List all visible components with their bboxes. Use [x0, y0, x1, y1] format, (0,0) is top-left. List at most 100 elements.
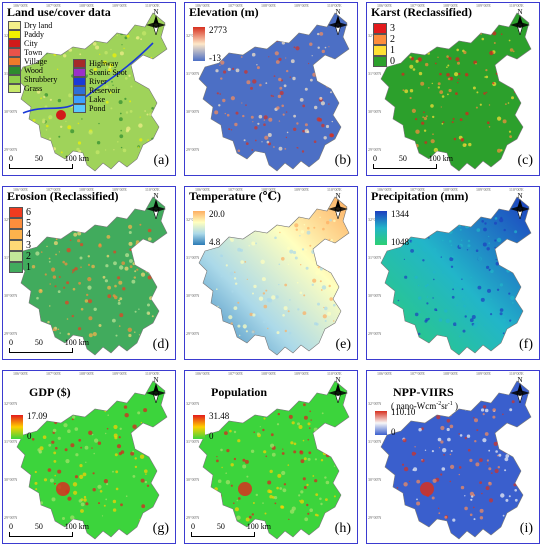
- legend-swatch: [8, 30, 21, 39]
- longitude-tick-label: 106°00'E: [195, 371, 210, 376]
- panel-title: Population: [211, 385, 268, 399]
- panel-letter: (d): [152, 337, 169, 352]
- north-arrow-icon: N: [327, 375, 349, 405]
- longitude-tick-label: 107°00'E: [410, 187, 425, 192]
- legend-label: 5: [26, 218, 31, 229]
- map-panel-c: 106°00'E 107°00'E 108°00'E 109°00'E 110°00'E…: [366, 2, 540, 176]
- north-arrow-icon: N: [509, 191, 531, 221]
- urban-hotspot: [56, 482, 70, 496]
- longitude-tick-label: 110°00'E: [509, 3, 524, 8]
- longitude-tick-label: 107°00'E: [46, 187, 61, 192]
- scale-bar: 0 50 100 km: [373, 154, 453, 169]
- panel-letter: (f): [519, 337, 533, 352]
- region-map: [380, 380, 532, 540]
- latitude-tick-label: 29°00'N: [186, 147, 200, 152]
- map-panel-i: 106°00'E 107°00'E 108°00'E 109°00'E 110°00'E…: [366, 370, 540, 544]
- legend-label: Town: [24, 48, 43, 57]
- panel-letter: (h): [334, 521, 351, 536]
- north-arrow-icon: N: [145, 7, 167, 37]
- ramp-min-label: 0: [209, 431, 214, 441]
- scale-tick-label: 0: [9, 522, 13, 531]
- north-arrow-icon: N: [509, 375, 531, 405]
- legend-swatch: [373, 45, 387, 56]
- map-panel-d: 106°00'E 107°00'E 108°00'E 109°00'E 110°00'E…: [2, 186, 176, 360]
- legend-swatch: [9, 240, 23, 251]
- ramp-min-label: 1048: [391, 237, 409, 247]
- legend-label: 3: [26, 240, 31, 251]
- longitude-tick-label: 108°00'E: [79, 3, 94, 8]
- scale-tick-label: 50: [34, 522, 43, 531]
- legend-swatch: [9, 218, 23, 229]
- panel-letter: (a): [153, 153, 169, 168]
- panel-title: Karst (Reclassified): [371, 5, 472, 19]
- scale-tick-label: 0: [9, 154, 13, 163]
- region-boundary: [198, 12, 350, 172]
- scale-tick-label: 50: [34, 338, 43, 347]
- longitude-tick-label: 106°00'E: [195, 3, 210, 8]
- scale-tick-label: 50: [398, 154, 407, 163]
- scale-tick-label: 100 km: [428, 154, 453, 163]
- region-boundary: [16, 380, 168, 540]
- svg-text:N: N: [153, 192, 158, 200]
- longitude-tick-label: 110°00'E: [145, 3, 160, 8]
- longitude-tick-label: 109°00'E: [112, 3, 127, 8]
- legend-item: 1: [373, 45, 395, 56]
- longitude-tick-label: 108°00'E: [261, 187, 276, 192]
- legend-item: 3: [9, 240, 31, 251]
- north-arrow-icon: N: [509, 7, 531, 37]
- svg-text:N: N: [153, 8, 158, 16]
- color-ramp: [193, 415, 205, 439]
- latitude-tick-label: 32°00'N: [186, 401, 200, 406]
- longitude-tick-label: 110°00'E: [145, 187, 160, 192]
- legend-label: River: [89, 77, 107, 86]
- latitude-tick-label: 31°00'N: [368, 71, 382, 76]
- legend-label: 3: [390, 23, 395, 34]
- panel-letter: (g): [152, 521, 169, 536]
- legend-swatch: [373, 23, 387, 34]
- svg-text:N: N: [517, 8, 522, 16]
- scale-tick-label: 50: [216, 522, 225, 531]
- map-panel-e: 106°00'E 107°00'E 108°00'E 109°00'E 110°00'E…: [184, 186, 358, 360]
- longitude-tick-label: 107°00'E: [46, 3, 61, 8]
- longitude-tick-label: 110°00'E: [509, 187, 524, 192]
- legend-label: Dry land: [24, 21, 53, 30]
- latitude-tick-label: 29°00'N: [4, 147, 18, 152]
- panel-letter: (e): [335, 337, 351, 352]
- longitude-tick-label: 106°00'E: [13, 371, 28, 376]
- latitude-tick-label: 29°00'N: [368, 147, 382, 152]
- longitude-tick-label: 108°00'E: [79, 187, 94, 192]
- legend-swatch: [373, 56, 387, 67]
- urban-hotspot: [238, 482, 252, 496]
- panel-title: Elevation (m): [189, 5, 259, 19]
- legend-swatch: [9, 262, 23, 273]
- legend-swatch: [73, 77, 86, 86]
- legend-item: 2: [9, 251, 31, 262]
- longitude-tick-label: 106°00'E: [377, 3, 392, 8]
- legend-label: Lake: [89, 95, 105, 104]
- legend-item: Wood: [8, 66, 57, 75]
- region-map: [198, 380, 350, 540]
- map-panel-h: 106°00'E 107°00'E 108°00'E 109°00'E 110°00'E…: [184, 370, 358, 544]
- legend-swatch: [9, 229, 23, 240]
- longitude-tick-label: 110°00'E: [145, 371, 160, 376]
- longitude-tick-label: 110°00'E: [327, 371, 342, 376]
- latitude-tick-label: 30°00'N: [186, 477, 200, 482]
- legend-label: 4: [26, 229, 31, 240]
- latitude-tick-label: 30°00'N: [4, 293, 18, 298]
- longitude-tick-label: 106°00'E: [13, 3, 28, 8]
- map-panel-g: 106°00'E 107°00'E 108°00'E 109°00'E 110°00'E…: [2, 370, 176, 544]
- north-arrow-icon: N: [327, 7, 349, 37]
- ramp-min-label: 0: [391, 427, 396, 437]
- latitude-tick-label: 32°00'N: [368, 401, 382, 406]
- scale-tick-label: 0: [9, 338, 13, 347]
- legend-item: River: [73, 77, 127, 86]
- legend-item: Town: [8, 48, 57, 57]
- legend-label: 6: [26, 207, 31, 218]
- legend-label: 2: [390, 34, 395, 45]
- longitude-tick-label: 109°00'E: [294, 3, 309, 8]
- region-boundary: [380, 12, 532, 172]
- ramp-min-label: -13: [209, 53, 221, 63]
